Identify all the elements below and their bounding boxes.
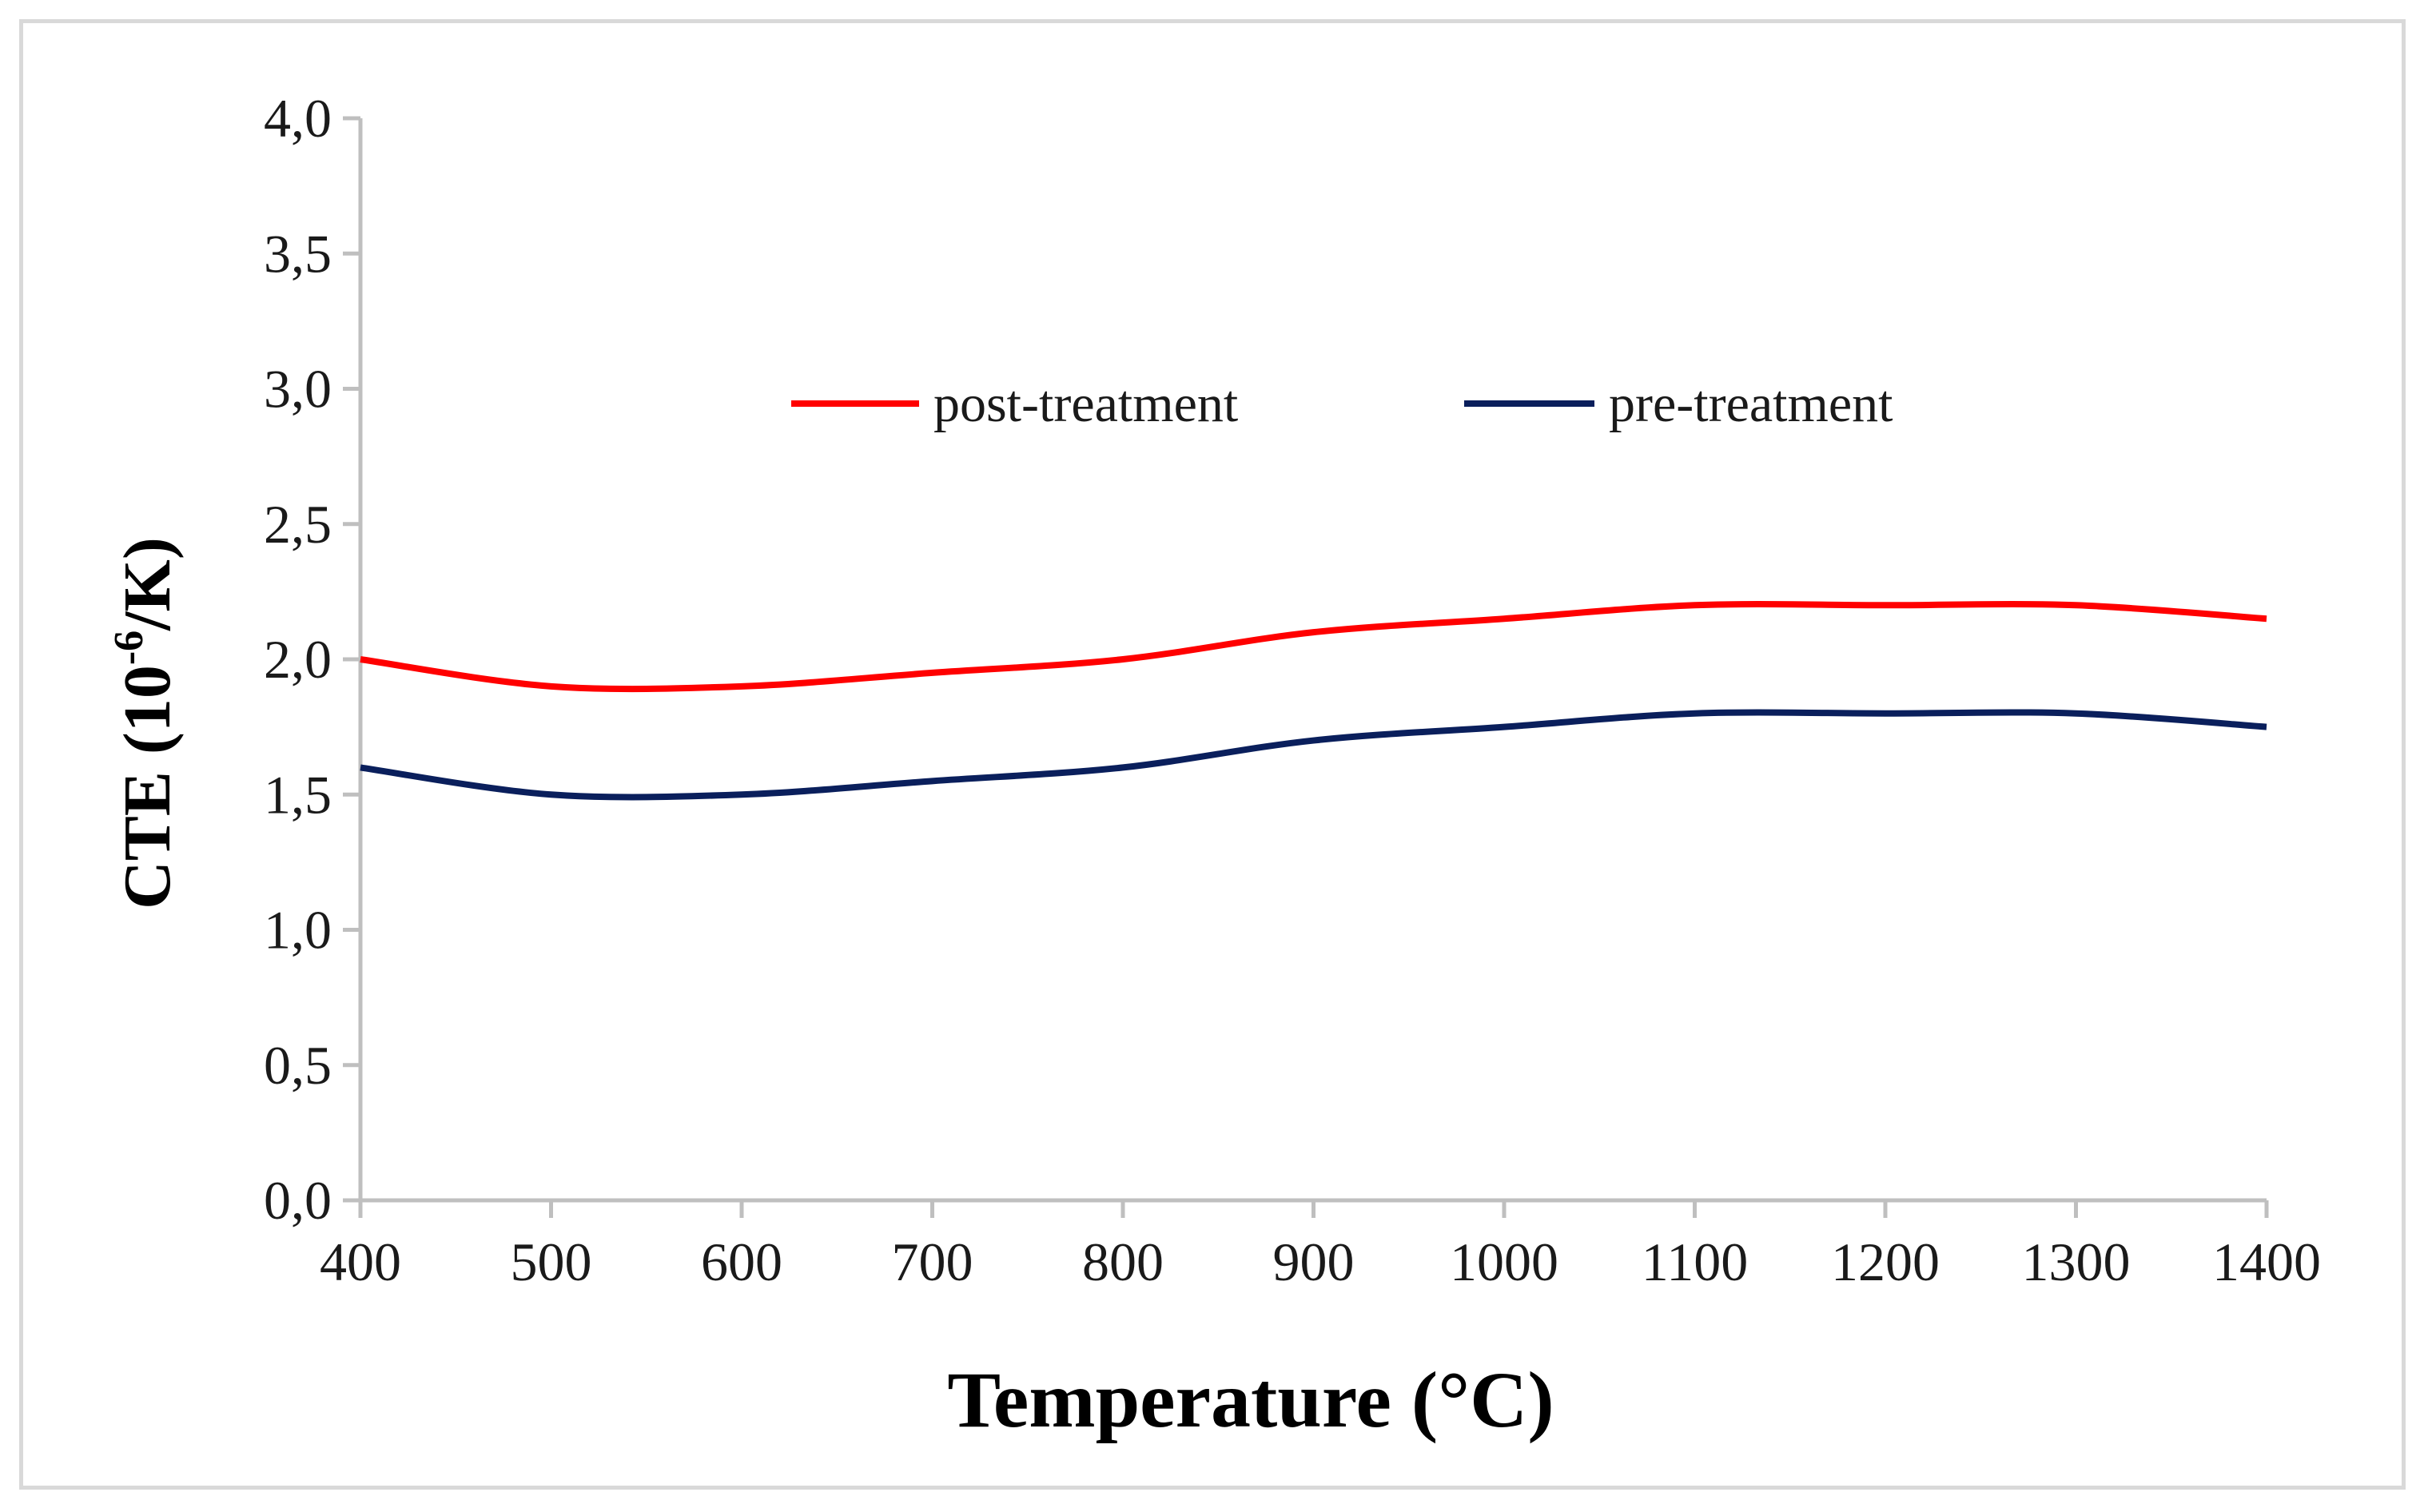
y-axis-title-main: CTE (10 [110, 665, 185, 909]
data-point-post-treatment [2262, 614, 2271, 623]
x-tick-label: 400 [320, 1231, 401, 1292]
y-tick-label: 2,0 [264, 629, 332, 690]
data-point-post-treatment [1690, 600, 1700, 610]
ticks: 0,0 0,5 1,0 1,5 2,0 2,5 3,0 3,5 4,0 400 500 600 700 8… [264, 88, 2321, 1292]
legend-label-post-treatment: post-treatment [933, 375, 1238, 433]
y-axis-title-superscript: -6 [106, 631, 152, 665]
x-tick-label: 600 [701, 1231, 782, 1292]
series-lines [356, 600, 2271, 801]
x-tick-label: 500 [511, 1231, 592, 1292]
x-tick-label: 1300 [2022, 1231, 2131, 1292]
data-point-post-treatment [356, 655, 365, 664]
axes [358, 118, 2267, 1203]
legend: post-treatment pre-treatment [791, 375, 1893, 433]
data-point-pre-treatment [1690, 709, 1700, 718]
x-tick-label: 700 [892, 1231, 973, 1292]
y-tick-label: 1,0 [264, 900, 332, 961]
data-point-pre-treatment [737, 790, 746, 799]
y-axis-title: CTE (10-6/K) [106, 537, 185, 909]
x-tick-label: 1200 [1831, 1231, 1940, 1292]
data-point-post-treatment [1499, 614, 1509, 623]
y-axis-title-end: /K) [110, 537, 185, 631]
data-point-pre-treatment [1309, 736, 1319, 746]
data-point-post-treatment [2072, 600, 2081, 610]
data-point-post-treatment [737, 682, 746, 691]
y-tick-label: 3,5 [264, 223, 332, 284]
y-tick-label: 3,0 [264, 359, 332, 420]
data-point-pre-treatment [1499, 722, 1509, 732]
data-point-post-treatment [928, 668, 937, 678]
y-tick-label: 4,0 [264, 88, 332, 149]
series-line-pre-treatment [360, 709, 2267, 801]
data-point-pre-treatment [356, 762, 365, 772]
y-tick-label: 0,5 [264, 1035, 332, 1096]
y-tick-label: 2,5 [264, 494, 332, 555]
data-point-post-treatment [1118, 655, 1128, 664]
data-point-pre-treatment [2072, 709, 2081, 718]
x-tick-label: 800 [1082, 1231, 1164, 1292]
x-axis-title: Temperature (°C) [947, 1355, 1554, 1444]
data-point-post-treatment [1881, 600, 1890, 610]
x-tick-label: 900 [1273, 1231, 1355, 1292]
data-point-post-treatment [547, 682, 556, 691]
data-point-pre-treatment [928, 776, 937, 786]
legend-label-pre-treatment: pre-treatment [1609, 375, 1893, 433]
y-tick-label: 1,5 [264, 764, 332, 825]
series-line-post-treatment [360, 601, 2267, 693]
x-tick-label: 1100 [1642, 1231, 1748, 1292]
data-point-pre-treatment [1118, 762, 1128, 772]
x-tick-label: 1400 [2212, 1231, 2321, 1292]
data-point-post-treatment [1309, 627, 1319, 637]
data-point-pre-treatment [2262, 722, 2271, 732]
data-point-pre-treatment [1881, 709, 1890, 718]
x-tick-label: 1000 [1450, 1231, 1558, 1292]
y-tick-label: 0,0 [264, 1170, 332, 1231]
data-point-pre-treatment [547, 790, 556, 799]
